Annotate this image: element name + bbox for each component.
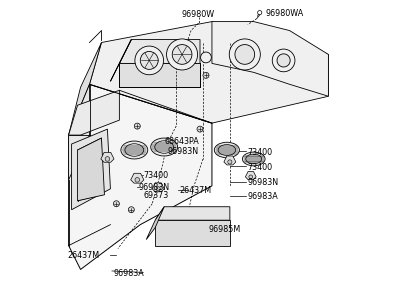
Text: 96980W: 96980W	[182, 10, 215, 19]
Text: 73400: 73400	[248, 148, 273, 158]
Polygon shape	[78, 138, 104, 201]
Text: 96980WA: 96980WA	[266, 9, 304, 18]
Polygon shape	[72, 129, 110, 210]
Polygon shape	[101, 152, 114, 162]
Text: 96983A: 96983A	[248, 192, 278, 201]
Circle shape	[272, 49, 295, 72]
Ellipse shape	[242, 152, 265, 166]
Text: 96985M: 96985M	[209, 225, 241, 234]
Polygon shape	[119, 63, 200, 87]
Ellipse shape	[218, 145, 236, 155]
Polygon shape	[155, 220, 230, 246]
Circle shape	[235, 45, 255, 64]
Circle shape	[140, 52, 158, 69]
Circle shape	[114, 201, 119, 207]
Circle shape	[197, 126, 203, 132]
Polygon shape	[152, 183, 164, 192]
Text: 96983A: 96983A	[114, 269, 144, 278]
Polygon shape	[69, 84, 212, 269]
Ellipse shape	[214, 142, 240, 158]
Text: 26437M: 26437M	[179, 186, 211, 195]
Circle shape	[277, 54, 290, 67]
Polygon shape	[224, 156, 236, 165]
Circle shape	[203, 72, 209, 78]
Circle shape	[229, 39, 260, 70]
Polygon shape	[146, 207, 164, 240]
Circle shape	[135, 178, 140, 182]
Polygon shape	[131, 173, 144, 183]
Polygon shape	[155, 207, 230, 220]
Circle shape	[172, 45, 192, 64]
Circle shape	[258, 11, 262, 15]
Text: 96983N: 96983N	[139, 183, 170, 192]
Ellipse shape	[125, 144, 144, 156]
Circle shape	[200, 52, 211, 63]
Circle shape	[166, 39, 198, 70]
Circle shape	[135, 46, 164, 75]
Polygon shape	[69, 90, 119, 135]
Ellipse shape	[155, 141, 174, 153]
Polygon shape	[212, 22, 328, 96]
Polygon shape	[69, 43, 102, 135]
Polygon shape	[245, 172, 256, 180]
Text: 96983N: 96983N	[167, 147, 198, 156]
Ellipse shape	[246, 154, 262, 164]
Text: 73400: 73400	[143, 171, 168, 180]
Text: 69373: 69373	[143, 191, 168, 200]
Ellipse shape	[121, 141, 148, 159]
Circle shape	[156, 187, 160, 191]
Text: 73400: 73400	[248, 164, 273, 172]
Circle shape	[128, 207, 134, 213]
Text: 26437M: 26437M	[67, 250, 99, 260]
Polygon shape	[69, 84, 90, 180]
Circle shape	[134, 123, 140, 129]
Polygon shape	[90, 22, 328, 123]
Circle shape	[228, 160, 232, 164]
Circle shape	[105, 157, 110, 161]
Text: 68643PA: 68643PA	[164, 136, 199, 146]
Polygon shape	[119, 40, 200, 63]
Ellipse shape	[151, 138, 178, 156]
Circle shape	[249, 175, 253, 179]
Polygon shape	[110, 40, 131, 81]
Text: 96983N: 96983N	[248, 178, 279, 187]
